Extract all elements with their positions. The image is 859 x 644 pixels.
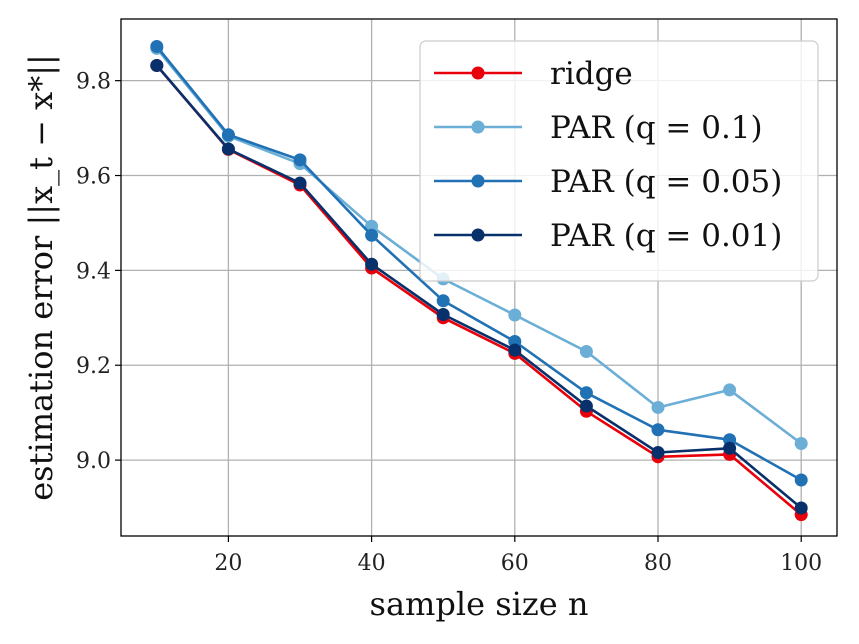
data-point <box>436 307 450 321</box>
data-point <box>794 473 808 487</box>
ticks: 20 40 60 80 100 9.0 9.2 9.4 9.6 9.8 <box>76 70 822 576</box>
data-point <box>651 446 665 460</box>
data-point <box>221 128 235 142</box>
data-point <box>293 176 307 190</box>
legend-marker <box>471 120 485 134</box>
data-point <box>293 153 307 167</box>
plot-frame <box>120 18 838 537</box>
x-tick-label: 100 <box>780 551 822 576</box>
y-axis-label: estimation error ||x_t − x*|| <box>22 54 60 501</box>
data-point <box>508 308 522 322</box>
legend-label: PAR (q = 0.01) <box>550 218 782 254</box>
data-point <box>794 437 808 451</box>
legend-label: PAR (q = 0.05) <box>550 164 782 200</box>
legend-marker <box>471 66 485 80</box>
legend: ridge PAR (q = 0.1) PAR (q = 0.05) PAR (q =… <box>419 40 819 282</box>
data-point <box>221 142 235 156</box>
data-point <box>794 501 808 515</box>
data-point <box>365 257 379 271</box>
legend-marker <box>471 174 485 188</box>
x-tick-label: 80 <box>644 551 672 576</box>
series-line <box>155 45 802 482</box>
legend-box <box>419 40 819 282</box>
data-point <box>651 400 665 414</box>
data-point <box>723 383 737 397</box>
data-point <box>579 399 593 413</box>
data-point <box>651 423 665 437</box>
legend-label: ridge <box>550 56 633 92</box>
x-tick-label: 60 <box>501 551 529 576</box>
legend-marker <box>471 228 485 242</box>
y-tick-label: 9.0 <box>76 449 111 474</box>
data-point <box>150 58 164 72</box>
data-point <box>579 386 593 400</box>
data-point <box>579 344 593 358</box>
data-point <box>723 441 737 455</box>
y-tick-label: 9.8 <box>76 70 111 95</box>
series-3 <box>150 58 808 515</box>
y-tick-label: 9.4 <box>76 259 111 284</box>
series-line <box>155 47 802 445</box>
x-axis-label: sample size n <box>370 585 589 623</box>
series-line <box>155 64 803 509</box>
x-tick-label: 40 <box>358 551 386 576</box>
x-tick-label: 20 <box>214 551 242 576</box>
legend-label: PAR (q = 0.1) <box>550 110 763 146</box>
series-layer <box>150 40 808 522</box>
data-point <box>150 40 164 54</box>
data-point <box>508 343 522 357</box>
y-tick-label: 9.6 <box>76 165 111 190</box>
data-point <box>365 228 379 242</box>
y-tick-label: 9.2 <box>76 354 111 379</box>
data-point <box>436 294 450 308</box>
data-point <box>365 219 379 233</box>
